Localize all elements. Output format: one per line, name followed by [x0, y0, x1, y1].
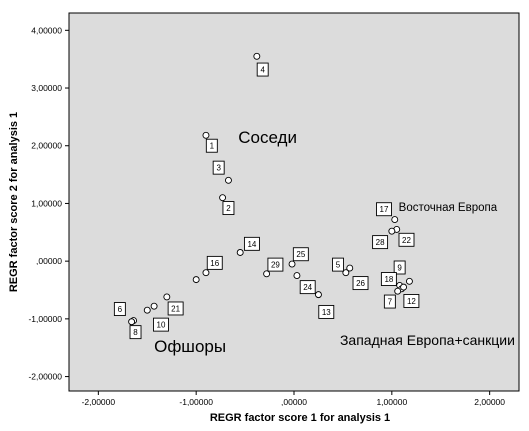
cluster-annotation: Западная Европа+санкции [340, 332, 515, 348]
point-label-box [403, 294, 420, 308]
data-point [288, 260, 296, 268]
point-label-box [129, 325, 142, 340]
point-label-box [212, 160, 225, 175]
point-label-box [222, 201, 235, 216]
y-tick-label: 1,00000 [31, 198, 62, 208]
data-point [391, 216, 399, 224]
point-label: 12 [407, 297, 416, 306]
point-label: 4 [260, 66, 265, 75]
cluster-annotations: Соседи Восточная Европа Западная Европа+са… [154, 128, 515, 356]
x-tick-label: 2,00000 [474, 397, 505, 407]
axis-ticks: -2,00000 -1,00000,00000 1,00000 2,00000-2,0… [28, 25, 505, 407]
y-tick-label: ,00000 [36, 256, 62, 266]
point-label: 13 [322, 308, 331, 317]
data-point [253, 52, 261, 60]
data-point [163, 293, 171, 301]
data-point [225, 176, 232, 184]
point-label: 21 [171, 304, 180, 313]
point-label-box [206, 255, 223, 270]
data-point [263, 270, 271, 278]
point-label-box [376, 202, 392, 217]
x-tick-label: 1,00000 [376, 397, 407, 407]
point-label: 18 [384, 275, 393, 284]
point-label: 3 [216, 164, 221, 173]
point-label-box [393, 260, 406, 275]
data-point [128, 318, 136, 326]
point-label: 6 [118, 305, 123, 314]
point-label: 17 [380, 205, 389, 214]
y-tick-label: 3,00000 [31, 83, 62, 93]
point-label: 5 [336, 261, 341, 270]
point-label-box [267, 257, 284, 272]
data-point [192, 276, 200, 284]
y-axis-label: REGR factor score 2 for analysis 1 [8, 112, 20, 292]
data-point [150, 302, 158, 310]
x-tick-label: -2,00000 [82, 397, 116, 407]
plot-background [68, 12, 520, 392]
data-point [342, 269, 350, 277]
point-label-box [398, 232, 415, 247]
point-label-box [167, 301, 184, 316]
point-label: 7 [388, 298, 393, 307]
data-point [405, 277, 413, 285]
point-label-box [153, 317, 169, 332]
data-point [219, 194, 227, 202]
point-label-box [380, 272, 397, 286]
point-label-box [332, 257, 344, 272]
point-label-box [383, 294, 396, 309]
point-label: 8 [133, 328, 138, 337]
data-point [400, 283, 408, 291]
point-label-box [243, 236, 260, 251]
data-point [202, 131, 210, 139]
data-point [293, 272, 301, 280]
x-axis-label: REGR factor score 1 for analysis 1 [210, 412, 390, 424]
data-points [128, 52, 413, 326]
point-label-box [372, 235, 389, 250]
point-label: 28 [376, 238, 385, 247]
point-label: 25 [296, 250, 305, 259]
point-label-box [113, 302, 126, 317]
x-tick-label: ,00000 [281, 397, 307, 407]
y-tick-label: 2,00000 [31, 141, 62, 151]
point-label-box [256, 62, 269, 77]
point-label: 16 [210, 259, 219, 268]
point-label: 22 [402, 236, 411, 245]
cluster-annotation: Восточная Европа [399, 202, 498, 214]
x-tick-label: -1,00000 [179, 397, 213, 407]
point-label: 1 [210, 142, 215, 151]
point-label: 14 [247, 240, 256, 249]
point-label: 26 [356, 279, 365, 288]
data-point [346, 264, 354, 272]
data-point [236, 249, 244, 256]
y-tick-label: -1,00000 [28, 314, 62, 324]
point-label-box [352, 276, 369, 291]
y-tick-label: -2,00000 [28, 372, 62, 382]
point-label: 29 [271, 261, 280, 270]
data-point [143, 306, 151, 314]
data-point [315, 291, 322, 299]
point-label-box [205, 138, 218, 153]
cluster-annotation: Соседи [238, 128, 297, 147]
point-label-box [292, 247, 309, 262]
point-label: 2 [226, 204, 231, 213]
point-label-box [318, 304, 335, 319]
point-label: 9 [397, 264, 402, 273]
data-point [394, 287, 402, 295]
point-label-box [299, 280, 316, 295]
cluster-annotation: Офшоры [154, 337, 226, 356]
data-point [202, 269, 210, 277]
point-label: 24 [303, 283, 312, 292]
y-tick-label: 4,00000 [31, 25, 62, 35]
point-label: 10 [157, 321, 166, 330]
data-point [388, 227, 396, 235]
